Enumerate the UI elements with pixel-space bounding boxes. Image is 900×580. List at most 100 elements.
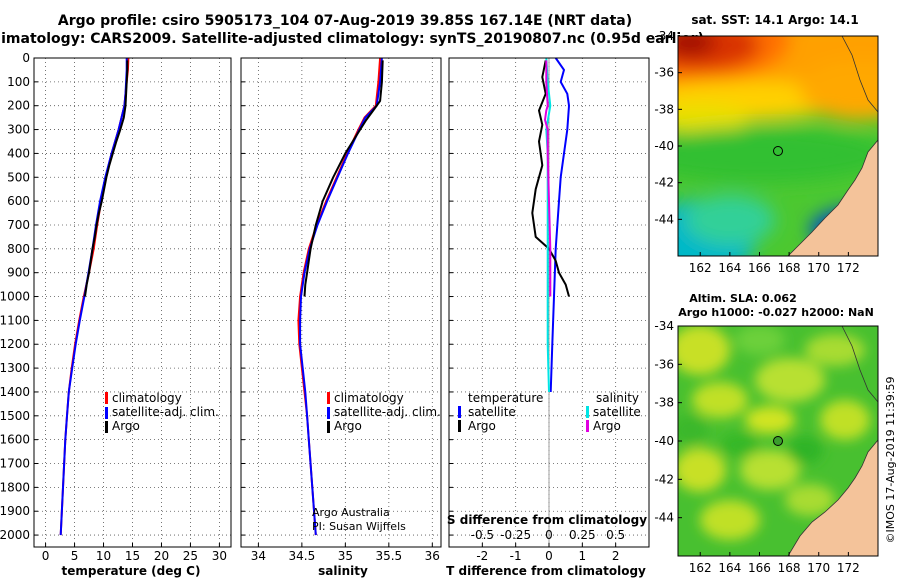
x-tick-label: -1 bbox=[510, 549, 522, 563]
depth-tick-label: 1200 bbox=[0, 337, 30, 351]
x-tick-label: 34.5 bbox=[289, 549, 316, 563]
map-y-tick-label: -44 bbox=[654, 212, 674, 226]
s-difference-tick-label: 0.5 bbox=[606, 528, 625, 542]
sla-map-title-line1: Altim. SLA: 0.062 bbox=[689, 292, 796, 305]
depth-tick-label: 1900 bbox=[0, 504, 30, 518]
map-x-tick-label: 166 bbox=[748, 561, 771, 575]
s-difference-axis-label: S difference from climatology bbox=[447, 513, 647, 527]
difference-legend: temperature satellite Argo salinity sate… bbox=[458, 391, 641, 433]
s-difference-tick-label: 0.25 bbox=[569, 528, 596, 542]
legend-label-s-argo: Argo bbox=[593, 419, 621, 433]
series-salinity-argo bbox=[544, 60, 552, 297]
series-satellite-adj-clim- bbox=[299, 57, 383, 536]
series-temperature-argo bbox=[531, 60, 570, 297]
depth-tick-label: 900 bbox=[7, 266, 30, 280]
map-y-tick-label: -44 bbox=[654, 511, 674, 525]
x-tick-label: 1 bbox=[579, 549, 587, 563]
depth-tick-label: 0 bbox=[22, 51, 30, 65]
depth-tick-label: 600 bbox=[7, 194, 30, 208]
x-tick-label: 15 bbox=[125, 549, 140, 563]
depth-tick-label: 1100 bbox=[0, 313, 30, 327]
temperature-legend: climatology satellite-adj. clim. Argo bbox=[105, 391, 219, 433]
s-difference-tick-label: -0.5 bbox=[471, 528, 494, 542]
x-tick-label: 2 bbox=[612, 549, 620, 563]
figure-title-line2: Climatology: CARS2009. Satellite-adjuste… bbox=[0, 31, 704, 47]
map-x-tick-label: 164 bbox=[718, 261, 741, 275]
legend-swatch-climatology bbox=[327, 392, 330, 404]
legend-swatch-s-argo bbox=[586, 420, 589, 432]
legend-swatch-t-argo bbox=[458, 420, 461, 432]
map-y-tick-label: -38 bbox=[654, 396, 674, 410]
map-y-tick-label: -42 bbox=[654, 472, 674, 486]
salinity-legend: climatology satellite-adj. clim. Argo bbox=[327, 391, 441, 433]
s-difference-tick-label: -0.25 bbox=[500, 528, 531, 542]
depth-tick-label: 2000 bbox=[0, 528, 30, 542]
legend-header-temperature: temperature bbox=[468, 391, 543, 405]
map-x-tick-label: 168 bbox=[778, 561, 801, 575]
depth-tick-label: 1300 bbox=[0, 361, 30, 375]
depth-tick-label: 200 bbox=[7, 99, 30, 113]
depth-tick-label: 500 bbox=[7, 170, 30, 184]
depth-tick-label: 400 bbox=[7, 146, 30, 160]
depth-tick-label: 1600 bbox=[0, 433, 30, 447]
legend-swatch-argo bbox=[105, 421, 108, 433]
legend-label-t-argo: Argo bbox=[468, 419, 496, 433]
series-temperature-satellite bbox=[549, 57, 570, 393]
temperature-panel: 0 5 10 15 20 25 30 bbox=[33, 57, 232, 563]
legend-swatch-satellite bbox=[105, 407, 108, 419]
depth-tick-label: 800 bbox=[7, 242, 30, 256]
map-x-tick-label: 162 bbox=[689, 561, 712, 575]
depth-tick-label: 1800 bbox=[0, 480, 30, 494]
s-difference-tick-label: 0 bbox=[545, 528, 553, 542]
legend-label-argo: Argo bbox=[112, 419, 140, 433]
sla-profile-marker bbox=[773, 436, 783, 446]
map-x-tick-label: 166 bbox=[748, 261, 771, 275]
depth-tick-labels: 0 100 200 300 400 500 600 700 800 900 1000 1100 1200… bbox=[0, 51, 30, 542]
legend-header-salinity: salinity bbox=[596, 391, 639, 405]
map-y-tick-label: -36 bbox=[654, 66, 674, 80]
map-y-tick-label: -40 bbox=[654, 434, 674, 448]
depth-tick-label: 700 bbox=[7, 218, 30, 232]
x-tick-label: 0 bbox=[42, 549, 50, 563]
sla-map-title-line2: Argo h1000: -0.027 h2000: NaN bbox=[678, 306, 874, 319]
legend-swatch-satellite bbox=[327, 407, 330, 419]
legend-swatch-argo bbox=[327, 421, 330, 433]
x-tick-label: -2 bbox=[476, 549, 488, 563]
legend-label-climatology: climatology bbox=[334, 391, 404, 405]
difference-panel: -2 -1 0 1 2 -0.5 -0.25 0 0.25 0.5 bbox=[448, 57, 650, 563]
depth-tick-label: 100 bbox=[7, 75, 30, 89]
legend-label-s-satellite: satellite bbox=[593, 405, 641, 419]
x-tick-label: 0 bbox=[545, 549, 553, 563]
legend-label-satellite: satellite-adj. clim. bbox=[112, 405, 219, 419]
sst-map-title: sat. SST: 14.1 Argo: 14.1 bbox=[691, 13, 858, 27]
legend-swatch-s-satellite bbox=[586, 406, 589, 418]
x-tick-label: 34 bbox=[251, 549, 266, 563]
salinity-panel: 34 34.5 35 35.5 36 bbox=[240, 57, 442, 563]
legend-label-argo: Argo bbox=[334, 419, 362, 433]
legend-swatch-climatology bbox=[105, 392, 108, 404]
x-tick-label: 36 bbox=[425, 549, 440, 563]
temperature-axis-label: temperature (deg C) bbox=[62, 564, 201, 578]
legend-label-climatology: climatology bbox=[112, 391, 182, 405]
legend-label-t-satellite: satellite bbox=[468, 405, 516, 419]
imos-credit: ©IMOS 17-Aug-2019 11:39:59 bbox=[884, 377, 897, 544]
map-x-tick-label: 164 bbox=[718, 561, 741, 575]
sla-map-axes: 162 164 166 168 170 172 -34 -36 -38 -40 -42 -44 bbox=[654, 319, 859, 575]
x-tick-label: 30 bbox=[212, 549, 227, 563]
plot-frame bbox=[240, 57, 442, 548]
depth-tick-label: 1000 bbox=[0, 290, 30, 304]
x-tick-label: 25 bbox=[183, 549, 198, 563]
legend-swatch-t-satellite bbox=[458, 406, 461, 418]
map-y-tick-label: -38 bbox=[654, 102, 674, 116]
map-x-tick-label: 162 bbox=[689, 261, 712, 275]
figure-title-line1: Argo profile: csiro 5905173_104 07-Aug-2… bbox=[58, 13, 632, 29]
map-x-tick-label: 168 bbox=[778, 261, 801, 275]
x-tick-label: 35 bbox=[338, 549, 353, 563]
depth-tick-label: 1400 bbox=[0, 385, 30, 399]
map-x-tick-label: 172 bbox=[837, 261, 860, 275]
x-tick-label: 20 bbox=[154, 549, 169, 563]
x-tick-label: 5 bbox=[71, 549, 79, 563]
map-x-tick-label: 170 bbox=[807, 261, 830, 275]
t-difference-axis-label: T difference from climatology bbox=[446, 564, 646, 578]
